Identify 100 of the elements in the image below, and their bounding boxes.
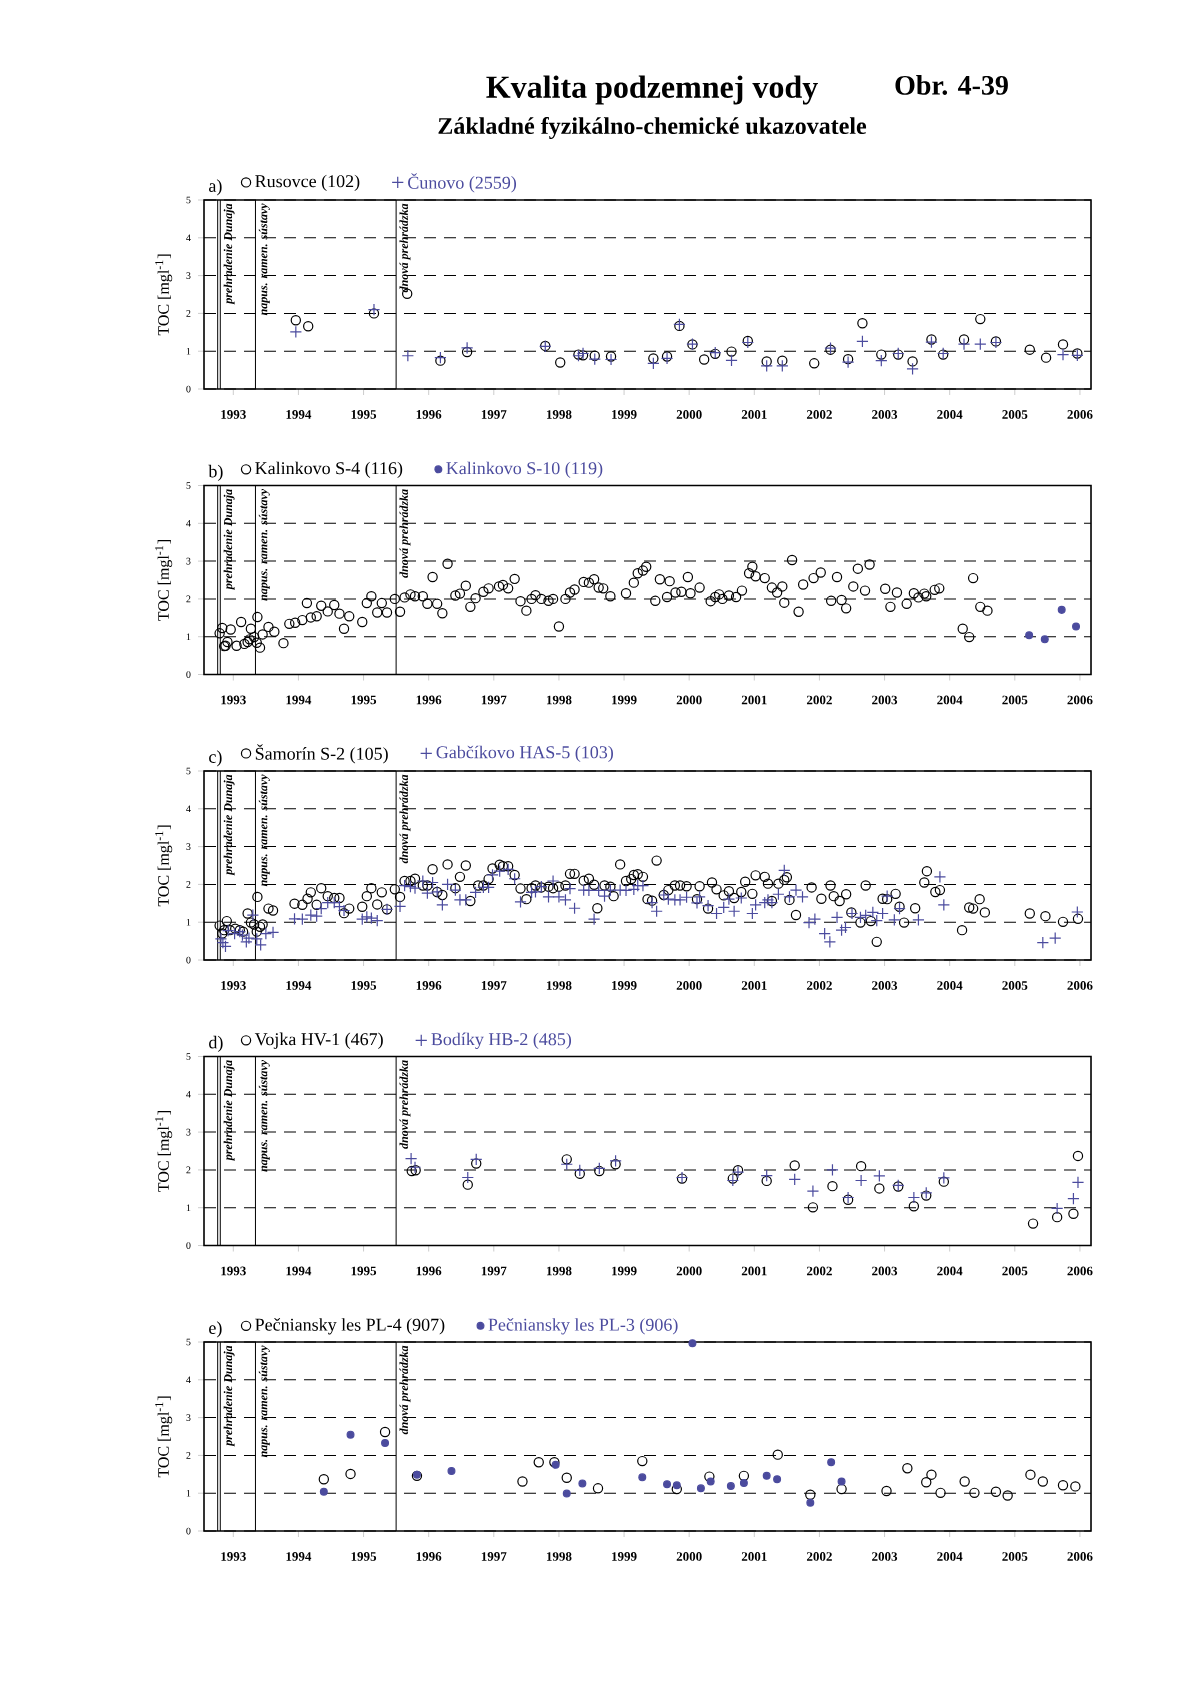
x-tick-label: 2002 (806, 695, 832, 705)
point (806, 1498, 815, 1507)
legend-label: Bodíky HB-2 (485) (431, 1032, 572, 1050)
point (638, 1473, 647, 1482)
y-tick-label: 3 (186, 1414, 191, 1421)
point (807, 1202, 819, 1213)
point (935, 1487, 946, 1499)
point (937, 1171, 951, 1185)
y-tick-label: 1 (186, 918, 191, 926)
point (561, 1472, 572, 1483)
x-tick-label: 2003 (872, 981, 898, 990)
point (434, 351, 447, 364)
x-tick-label: 1999 (612, 410, 637, 419)
x-tick-label: 1997 (481, 695, 507, 705)
x-tick-label: 2006 (1067, 1266, 1093, 1276)
legend-label: Vojka HV-1 (467) (254, 1032, 383, 1049)
point (1068, 1208, 1079, 1219)
point (906, 362, 919, 376)
y-tick-label: 4 (186, 234, 191, 242)
x-tick-label: 1994 (286, 695, 312, 705)
x-tick-label: 2002 (806, 1266, 832, 1276)
point (578, 1479, 587, 1488)
point (957, 337, 971, 351)
point (408, 1161, 422, 1174)
x-tick-label: 2005 (1002, 1266, 1028, 1276)
x-tick-label: 1994 (286, 981, 312, 990)
point (404, 1152, 418, 1165)
point (561, 1154, 572, 1165)
x-tick-label: 1999 (612, 981, 637, 990)
y-tick-label: 0 (186, 671, 191, 678)
x-tick-label: 2000 (676, 695, 702, 705)
point (401, 349, 415, 362)
legend-title: e) (209, 1321, 222, 1338)
ref-line-label: dnová prehrádzka (399, 1060, 411, 1149)
x-tick-label: 1999 (612, 1266, 637, 1276)
legend-label: Pečniansky les PL-4 (907) (255, 1318, 445, 1335)
point (517, 1476, 528, 1487)
x-tick-label: 2001 (741, 1552, 767, 1561)
y-tick-label: 4 (186, 1376, 191, 1384)
x-tick-label: 2000 (676, 981, 702, 990)
point (990, 1486, 1002, 1497)
point (772, 1449, 783, 1460)
ref-line-label: napus. ramen. sústavy (258, 1345, 270, 1458)
text: Obr. 4-39 (895, 75, 1008, 95)
x-tick-label: 1997 (481, 1266, 507, 1276)
point (368, 308, 380, 319)
y-tick-label: 5 (186, 196, 191, 204)
point (926, 1469, 937, 1480)
point (588, 352, 601, 366)
point (573, 1164, 586, 1177)
point (826, 1163, 839, 1177)
x-tick-label: 2006 (1067, 981, 1093, 990)
point (637, 1455, 648, 1467)
point (788, 1173, 801, 1186)
point (574, 1168, 585, 1179)
y-tick-label: 1 (186, 633, 191, 641)
point (435, 355, 446, 366)
point (827, 1458, 836, 1467)
legend-label: Kalinkovo S-10 (119) (446, 461, 603, 478)
x-tick-label: 1993 (221, 695, 246, 705)
point (925, 335, 938, 349)
legend-label: Rusovce (102) (255, 174, 360, 191)
ref-line-label: dnová prehrádzka (399, 489, 411, 578)
x-tick-label: 1996 (416, 1266, 442, 1276)
x-tick-label: 1996 (416, 410, 442, 419)
point (1025, 1469, 1036, 1480)
point (592, 1483, 604, 1494)
x-tick-label: 2002 (806, 410, 832, 419)
x-tick-label: 1999 (612, 695, 637, 705)
point (836, 1483, 847, 1495)
x-tick-label: 2006 (1067, 410, 1093, 419)
point (555, 357, 566, 368)
x-tick-label: 2001 (741, 981, 767, 990)
point (1057, 339, 1069, 350)
point (876, 349, 887, 360)
x-tick-label: 2004 (937, 1266, 963, 1276)
chart-subtitle: Základné fyzikálno-chemické ukazovatele (438, 116, 867, 140)
point (873, 1169, 886, 1183)
point (959, 1476, 970, 1487)
point (773, 1475, 782, 1484)
point (289, 325, 303, 339)
x-tick-label: 2005 (1002, 695, 1028, 705)
y-tick-label: 2 (186, 881, 191, 888)
point (470, 1153, 483, 1166)
point (1057, 1480, 1069, 1491)
point (410, 1165, 421, 1176)
point (881, 1485, 892, 1497)
point (1027, 1218, 1039, 1229)
ref-line-label: prehradenie Dunaja (223, 1345, 235, 1447)
point (857, 318, 868, 329)
legend-label: Šamorín S-2 (105) (255, 744, 388, 764)
x-tick-label: 2002 (806, 1552, 832, 1561)
y-tick-label: 1 (186, 1204, 191, 1212)
x-tick-label: 1997 (481, 410, 507, 419)
point (926, 334, 937, 345)
x-tick-label: 2004 (937, 695, 963, 705)
point (854, 1174, 868, 1187)
point (648, 353, 659, 364)
point (921, 1477, 932, 1488)
point (908, 1201, 920, 1212)
